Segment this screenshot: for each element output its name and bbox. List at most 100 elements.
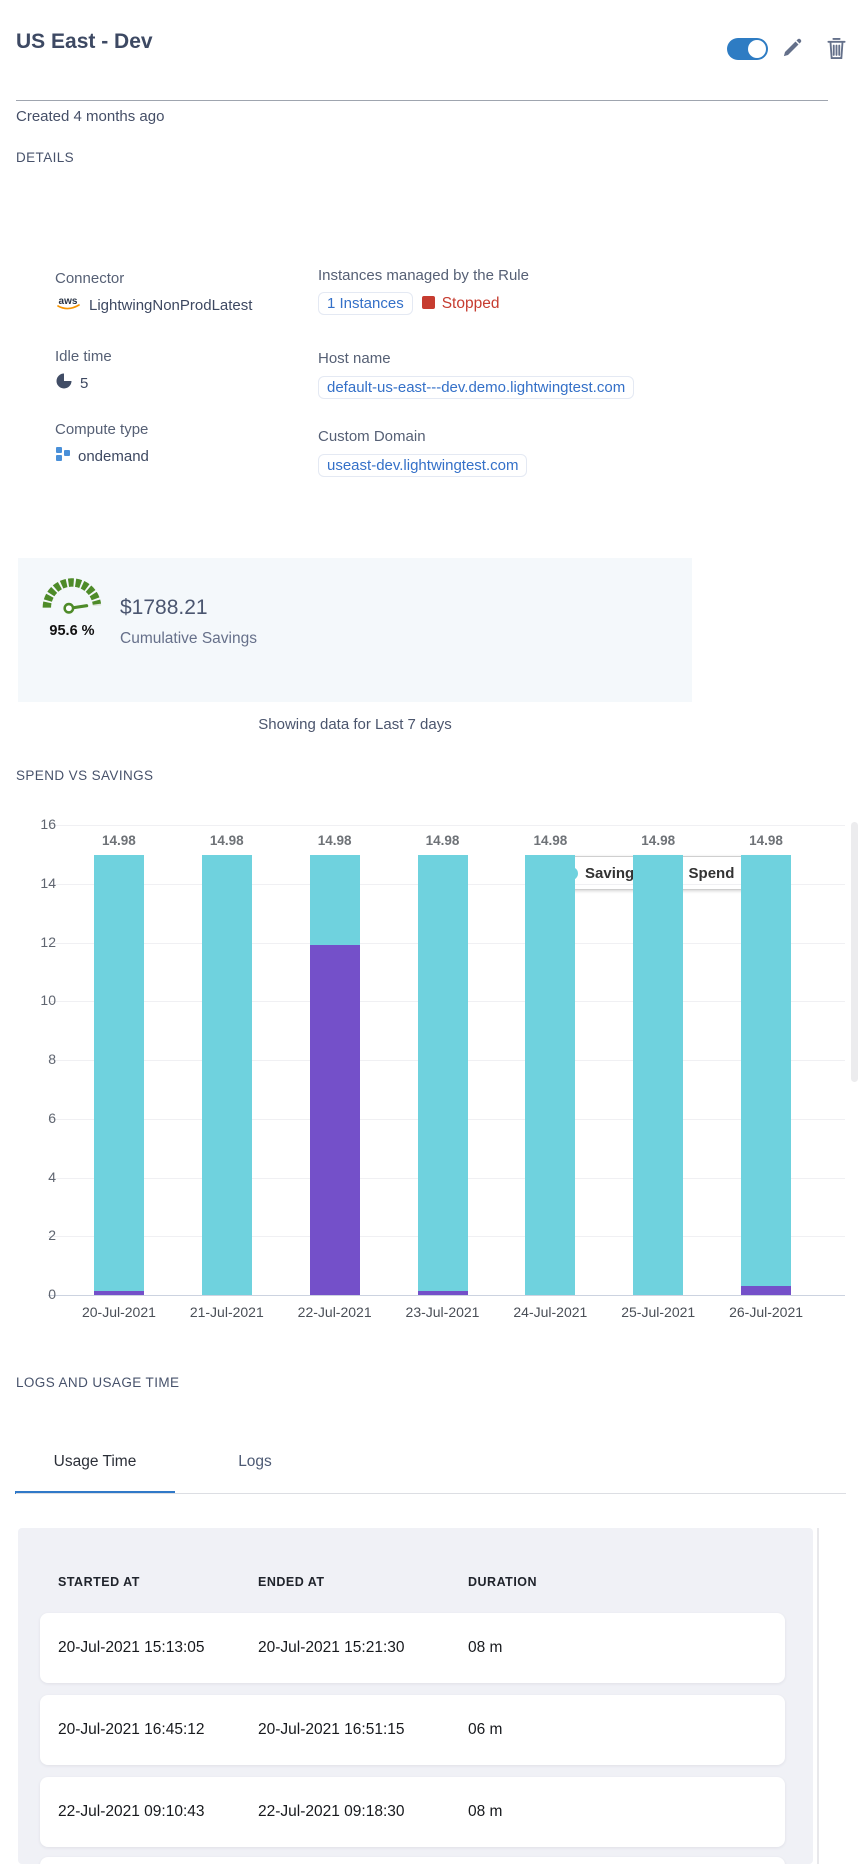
- x-axis-line: [48, 1295, 845, 1296]
- table-cell: 22-Jul-2021 09:10:43: [58, 1803, 205, 1820]
- savings-amount: $1788.21: [120, 596, 208, 619]
- bar-total-label: 14.98: [317, 832, 352, 848]
- tabs-divider: [16, 1493, 846, 1494]
- host-name-label: Host name: [318, 350, 391, 367]
- column-header: STARTED AT: [58, 1575, 140, 1589]
- y-axis-tick: 0: [48, 1286, 56, 1302]
- host-name-link[interactable]: default-us-east---dev.demo.lightwingtest…: [318, 376, 635, 399]
- y-axis-tick: 14: [40, 874, 56, 891]
- table-row-partial: [40, 1857, 785, 1864]
- savings-gauge: 95.6 %: [36, 572, 108, 639]
- usage-table: STARTED AT ENDED AT DURATION 20-Jul-2021 1…: [18, 1528, 813, 1864]
- x-axis-label: 26-Jul-2021: [729, 1304, 804, 1320]
- idle-time-label: Idle time: [55, 348, 112, 365]
- gridline: [48, 825, 845, 826]
- logs-section-title: LOGS AND USAGE TIME: [16, 1375, 180, 1390]
- table-cell: 20-Jul-2021 15:13:05: [58, 1639, 205, 1656]
- compute-type-label: Compute type: [55, 421, 149, 438]
- instances-link[interactable]: 1 Instances: [318, 292, 413, 315]
- custom-domain-link[interactable]: useast-dev.lightwingtest.com: [318, 454, 528, 477]
- tabs-bar: Usage Time Logs: [15, 1436, 335, 1494]
- legend-item-savings[interactable]: Savings: [565, 865, 643, 882]
- y-axis-tick: 2: [48, 1227, 56, 1244]
- compute-squares-icon: [55, 446, 71, 466]
- custom-domain-label: Custom Domain: [318, 428, 426, 445]
- svg-text:aws: aws: [59, 296, 78, 307]
- idle-time-number: 5: [80, 374, 89, 392]
- edit-icon[interactable]: [782, 38, 804, 62]
- bar-segment-spend: [741, 1286, 792, 1295]
- compute-type-name: ondemand: [78, 447, 149, 465]
- table-cell: 20-Jul-2021 16:45:12: [58, 1721, 205, 1738]
- connector-value: aws LightwingNonProdLatest: [55, 294, 252, 316]
- y-axis-tick: 16: [40, 816, 56, 832]
- header-divider: [16, 100, 828, 101]
- panel-edge-divider: [817, 1528, 819, 1864]
- y-axis-tick: 4: [48, 1168, 56, 1185]
- bar-segment-savings: [309, 854, 360, 945]
- bar-total-label: 14.98: [102, 832, 136, 848]
- page-title: US East - Dev: [16, 30, 153, 53]
- bar-segment-spend: [417, 1290, 468, 1295]
- x-axis-label: 22-Jul-2021: [297, 1304, 372, 1320]
- bar-total-label: 14.98: [209, 832, 244, 848]
- connector-label: Connector: [55, 270, 125, 287]
- bar-total-label: 14.98: [641, 832, 676, 848]
- stopped-status-icon: [421, 296, 435, 309]
- table-cell: 08 m: [468, 1803, 503, 1820]
- table-row: 22-Jul-2021 09:10:43 22-Jul-2021 09:18:30…: [40, 1777, 785, 1847]
- created-text: Created 4 months ago: [16, 108, 165, 125]
- savings-percent: 95.6 %: [49, 623, 95, 639]
- details-section-title: DETAILS: [16, 150, 75, 165]
- column-header: DURATION: [468, 1575, 538, 1589]
- legend-label: Spend: [688, 864, 735, 882]
- chart-section-title: SPEND VS SAVINGS: [16, 768, 154, 783]
- compute-type-value: ondemand: [55, 446, 149, 466]
- table-cell: 20-Jul-2021 16:51:15: [258, 1721, 405, 1738]
- scrollbar-thumb[interactable]: [851, 822, 858, 1082]
- connector-name: LightwingNonProdLatest: [89, 296, 253, 314]
- bar-segment-savings: [201, 854, 252, 1295]
- custom-domain-value: useast-dev.lightwingtest.com: [318, 454, 528, 477]
- bar-total-label: 14.98: [533, 832, 568, 848]
- savings-caption: Cumulative Savings: [120, 630, 257, 647]
- x-axis-label: 21-Jul-2021: [189, 1304, 264, 1320]
- bar-segment-savings: [417, 854, 468, 1291]
- bar-total-label: 14.98: [425, 832, 460, 848]
- stopped-status-text: Stopped: [441, 295, 500, 312]
- table-cell: 20-Jul-2021 15:21:30: [258, 1639, 405, 1656]
- aws-icon: aws: [55, 294, 82, 316]
- y-axis-tick: 8: [48, 1051, 56, 1067]
- gauge-arc-icon: [42, 578, 102, 614]
- instances-value: 1 Instances Stopped: [318, 292, 499, 315]
- tab-usage-time[interactable]: Usage Time: [15, 1436, 175, 1494]
- x-axis-label: 24-Jul-2021: [513, 1304, 588, 1320]
- spend-savings-chart: Savings Spend 0 2 4 6 8 10 12 14 16 14.98 20-Jul-20…: [0, 780, 862, 1340]
- y-axis-tick: 10: [40, 992, 56, 1009]
- table-cell: 22-Jul-2021 09:18:30: [258, 1803, 405, 1820]
- rule-enabled-toggle[interactable]: [727, 38, 768, 60]
- toggle-knob: [748, 40, 766, 58]
- table-row: 20-Jul-2021 16:45:12 20-Jul-2021 16:51:15…: [40, 1695, 785, 1765]
- y-axis-tick: 6: [48, 1109, 56, 1126]
- instances-label: Instances managed by the Rule: [318, 267, 529, 284]
- bar-segment-savings: [525, 854, 576, 1295]
- bar-total-label: 14.98: [749, 832, 783, 848]
- bar-segment-spend: [93, 1290, 144, 1295]
- x-axis-label: 25-Jul-2021: [621, 1304, 696, 1320]
- delete-icon[interactable]: [826, 37, 848, 61]
- table-cell: 08 m: [468, 1639, 503, 1656]
- host-name-value: default-us-east---dev.demo.lightwingtest…: [318, 376, 635, 399]
- cumulative-savings-card: 95.6 % $1788.21 Cumulative Savings: [18, 558, 692, 702]
- period-note: Showing data for Last 7 days: [258, 716, 452, 733]
- bar-segment-savings: [741, 854, 792, 1287]
- legend-label: Savings: [585, 864, 643, 882]
- bar-segment-savings: [633, 854, 684, 1295]
- table-row: 20-Jul-2021 15:13:05 20-Jul-2021 15:21:30…: [40, 1613, 785, 1683]
- bar-segment-savings: [93, 854, 144, 1291]
- column-header: ENDED AT: [258, 1575, 325, 1589]
- bar-segment-spend: [309, 944, 360, 1295]
- y-axis-tick: 12: [40, 933, 56, 950]
- table-cell: 06 m: [468, 1721, 503, 1738]
- tab-logs[interactable]: Logs: [238, 1453, 272, 1470]
